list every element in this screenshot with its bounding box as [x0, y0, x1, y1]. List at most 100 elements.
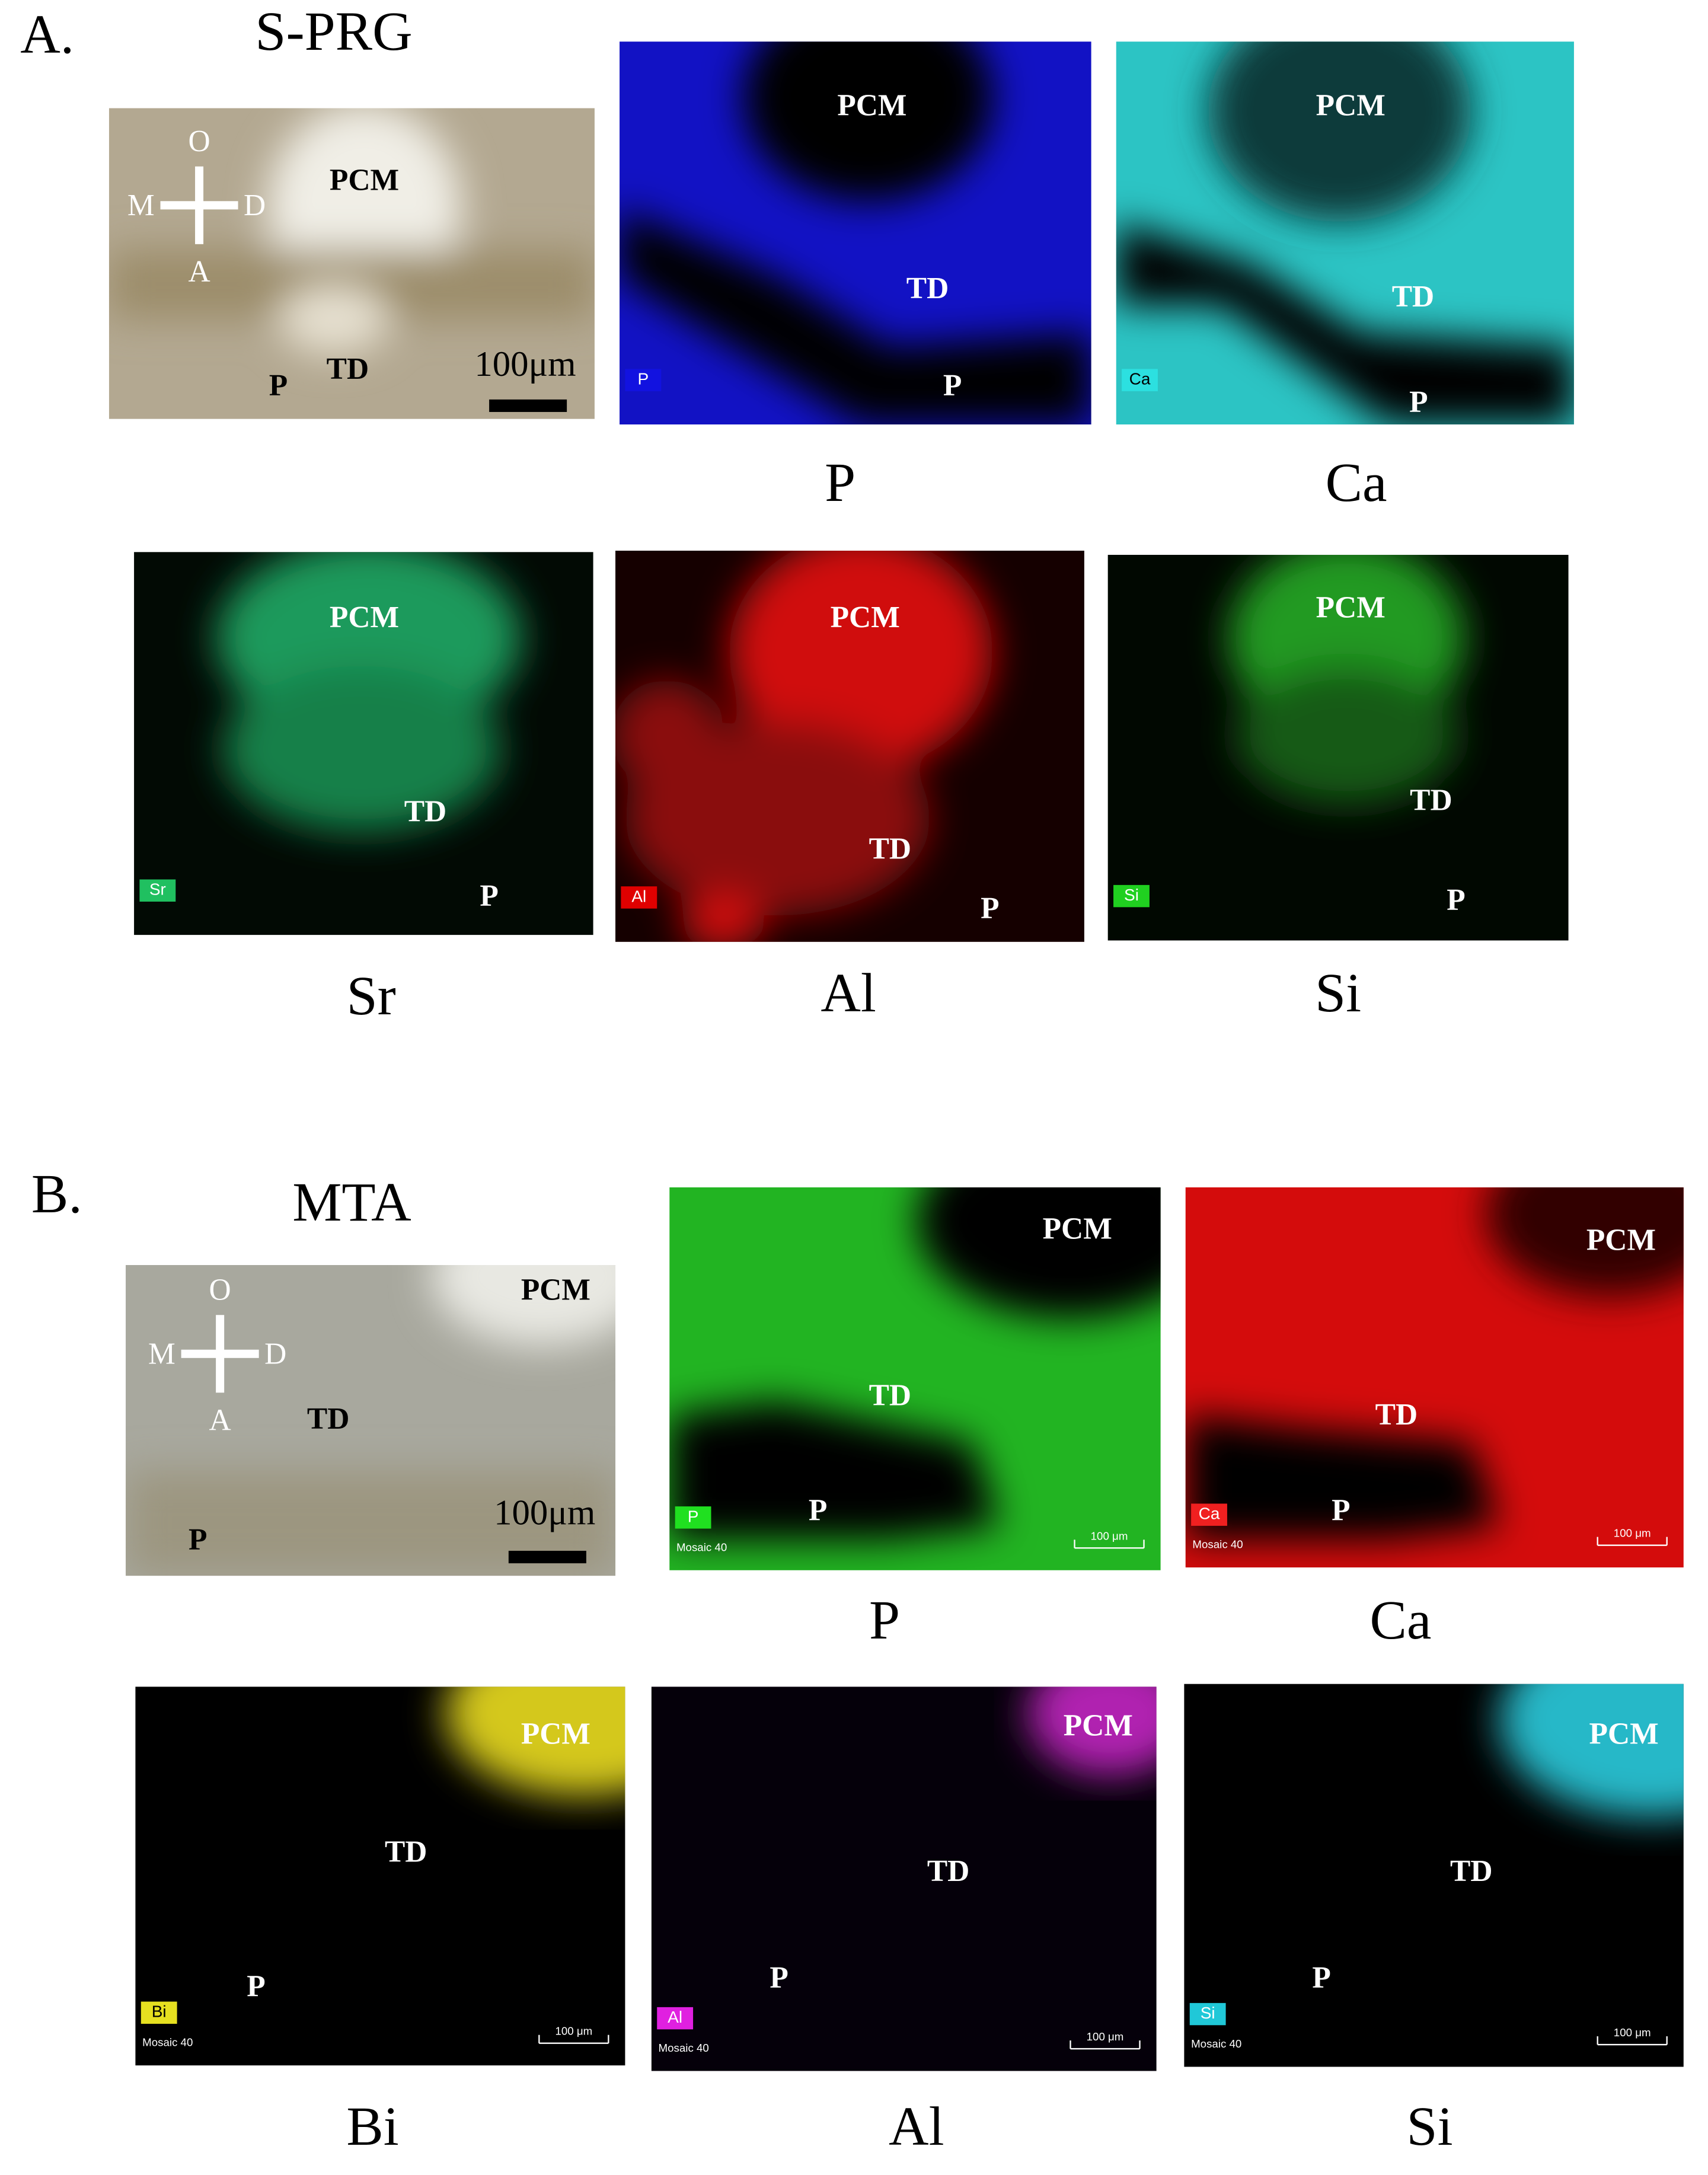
image-region — [620, 207, 1091, 425]
element-map: Ca PCM TD P Mosaic 40 100 μm — [1185, 1187, 1684, 1568]
map-annotation: P — [1447, 883, 1465, 917]
map-annotation: PCM — [521, 1717, 590, 1751]
element-map: Ca PCM TD P — [1116, 41, 1574, 425]
element-map: Si PCM TD P Mosaic 40 100 μm — [1184, 1684, 1684, 2067]
map-caption: Si — [1407, 2096, 1453, 2157]
map-annotation: TD — [869, 832, 912, 866]
map-annotation: PCM — [1586, 1223, 1656, 1257]
element-tag: P — [637, 370, 649, 388]
map-annotation: TD — [1375, 1398, 1418, 1432]
mosaic-label: Mosaic 40 — [1191, 2037, 1241, 2050]
orientation-label: O — [188, 124, 210, 158]
element-tag-box — [675, 1506, 711, 1529]
panel-title: MTA — [292, 1172, 411, 1233]
mosaic-label: Mosaic 40 — [676, 1541, 727, 1553]
map-scale-label: 100 μm — [555, 2025, 592, 2037]
element-map: Bi PCM TD P Mosaic 40 100 μm — [135, 1687, 625, 2066]
element-tag-box — [1122, 369, 1158, 391]
image-region — [1185, 1414, 1499, 1540]
map-annotation: PCM — [837, 88, 906, 122]
element-map: Sr PCM TD P — [134, 552, 593, 935]
map-caption: Al — [821, 963, 876, 1024]
map-annotation: PCM — [1316, 88, 1385, 122]
image-texture — [216, 552, 521, 832]
image-texture — [1116, 41, 1574, 425]
map-annotation: P — [1332, 1494, 1350, 1528]
map-scale-label: 100 μm — [1091, 1529, 1128, 1542]
element-tag-box — [1113, 884, 1150, 908]
image-texture — [620, 41, 1091, 425]
map-scale-label: 100 μm — [1087, 2030, 1124, 2043]
map-annotation: PCM — [1589, 1717, 1659, 1751]
mosaic-label: Mosaic 40 — [1192, 1538, 1243, 1551]
orientation-cross — [195, 166, 204, 244]
image-region — [1116, 222, 1574, 425]
map-caption: P — [825, 452, 855, 513]
orientation-label: A — [188, 255, 210, 289]
image-texture — [1185, 1187, 1684, 1540]
image-region — [916, 1187, 1161, 1318]
element-tag: Si — [1124, 886, 1139, 904]
photo-annotation: P — [189, 1523, 207, 1557]
map-annotation: P — [770, 1961, 788, 1995]
image-region — [615, 679, 723, 791]
map-annotation: PCM — [1316, 590, 1385, 624]
element-tag: Al — [631, 887, 646, 905]
image-texture — [1228, 554, 1465, 805]
map-annotation: TD — [869, 1378, 912, 1412]
image-region — [729, 550, 993, 770]
map-annotation: PCM — [1064, 1708, 1133, 1742]
map-annotation: P — [981, 892, 999, 925]
map-annotation: PCM — [831, 601, 900, 634]
element-map: Al PCM TD P Mosaic 40 100 μm — [651, 1687, 1157, 2071]
map-caption: Si — [1315, 963, 1361, 1024]
image-region — [1027, 1687, 1157, 1776]
photo-annotation: PCM — [330, 164, 399, 197]
element-tag-box — [141, 2001, 177, 2024]
orientation-label: O — [209, 1273, 231, 1307]
map-caption: Ca — [1369, 1590, 1431, 1651]
scale-bar-label: 100μm — [494, 1493, 595, 1532]
map-annotation: TD — [1450, 1854, 1493, 1888]
map-annotation: TD — [385, 1835, 427, 1869]
element-map: P PCM TD P Mosaic 40 100 μm — [669, 1187, 1161, 1570]
element-tag-box — [1191, 1503, 1227, 1526]
element-tag: Sr — [149, 880, 166, 899]
scale-bar — [508, 1551, 586, 1564]
scale-bar — [489, 399, 567, 412]
element-map: Al PCM TD P — [615, 550, 1084, 942]
image-region — [681, 895, 764, 942]
element-tag-box — [657, 2007, 694, 2030]
image-region — [1485, 1187, 1684, 1297]
image-texture — [1027, 1687, 1157, 1776]
map-annotation: P — [1312, 1961, 1330, 1995]
element-map: P PCM TD P — [620, 41, 1091, 425]
image-region — [445, 1687, 625, 1797]
map-annotation: P — [943, 369, 962, 403]
orientation-label: D — [244, 189, 266, 222]
map-caption: P — [869, 1590, 900, 1651]
photo-annotation: PCM — [521, 1273, 590, 1307]
scale-bar-label: 100μm — [474, 344, 576, 384]
orientation-label: A — [209, 1404, 231, 1438]
element-tag-box — [1189, 2002, 1226, 2026]
element-map: Si PCM TD P — [1107, 554, 1569, 941]
map-caption: Bi — [346, 2096, 398, 2157]
element-tag: Bi — [152, 2002, 167, 2021]
image-region — [278, 284, 390, 354]
map-caption: Al — [889, 2096, 944, 2157]
element-tag: Ca — [1199, 1505, 1220, 1523]
photo-annotation: TD — [307, 1402, 350, 1436]
map-scale-label: 100 μm — [1614, 2026, 1651, 2039]
image-region — [222, 666, 500, 832]
image-texture — [615, 550, 993, 942]
map-annotation: P — [247, 1969, 265, 2003]
panel-label: B. — [31, 1164, 82, 1225]
map-caption: Sr — [347, 966, 396, 1027]
panel: B. MTA OM DA PCM TD P 100μm P PCM TD P Mosaic 40 100 … — [31, 1164, 1684, 2157]
image-region — [1499, 1684, 1684, 1818]
